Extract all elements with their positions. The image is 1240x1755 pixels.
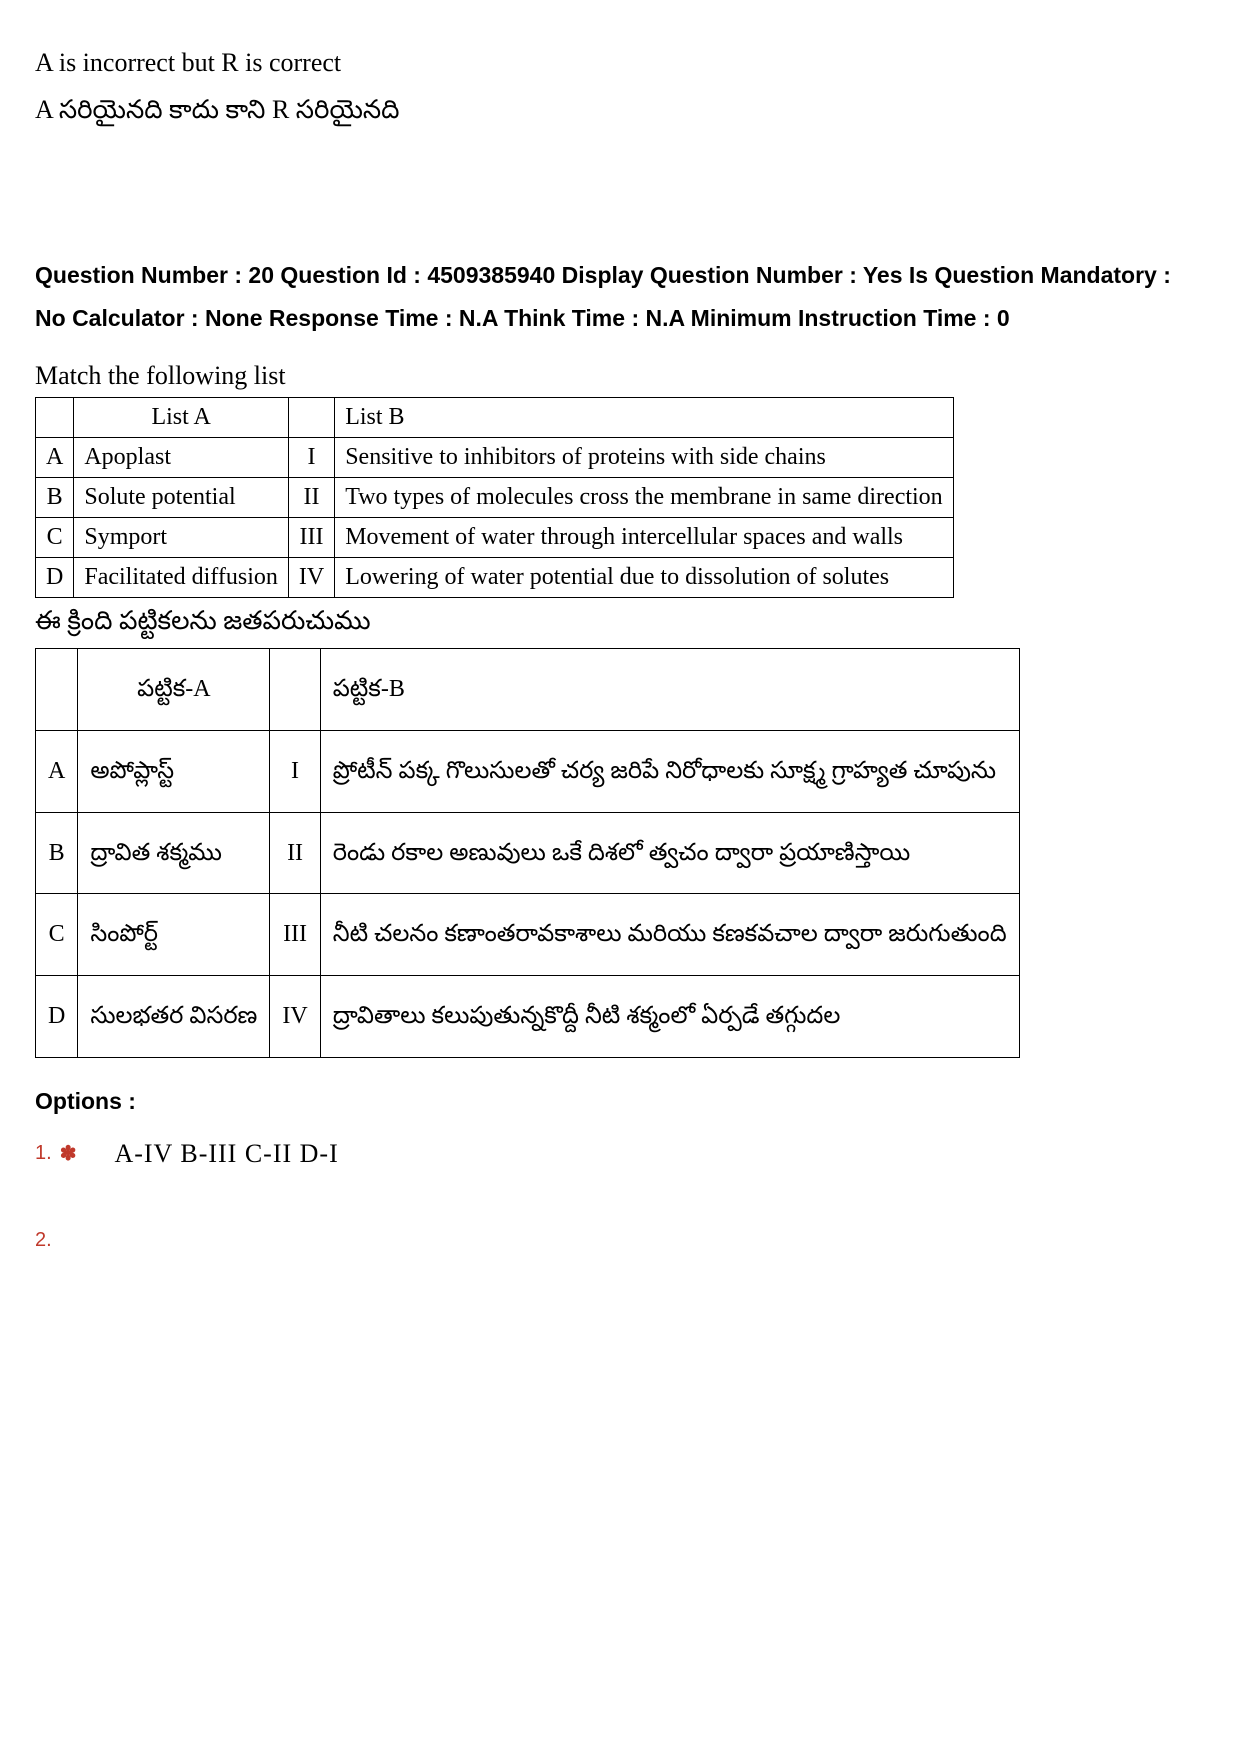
thinktime-label: Think Time : (504, 305, 639, 331)
calc-value: None (205, 305, 263, 331)
table-row: B Solute potential II Two types of molec… (36, 477, 954, 517)
header-list-a: List A (74, 397, 289, 437)
mandatory-label: Is Question Mandatory : (909, 262, 1171, 288)
option-text: A-IV B-III C-II D-I (84, 1139, 338, 1169)
mininstr-value: 0 (997, 305, 1010, 331)
qn-value: 20 (248, 262, 274, 288)
instruction-en: Match the following list (35, 361, 1205, 391)
table-row: D సులభతర విసరణ IV ద్రావితాలు కలుపుతున్నక… (36, 976, 1020, 1058)
table-row: B ద్రావిత శక్మము II రెండు రకాల అణువులు ఒ… (36, 812, 1020, 894)
previous-answer-block: A is incorrect but R is correct A సరియైన… (35, 40, 1205, 134)
option-item[interactable]: 2. (35, 1229, 1205, 1252)
calc-label: Calculator : (72, 305, 199, 331)
instruction-te: ఈ క్రింది పట్టికలను జతపరుచుము (35, 606, 1205, 642)
table-row: D Facilitated diffusion IV Lowering of w… (36, 557, 954, 597)
option-item[interactable]: 1. ✽ A-IV B-III C-II D-I (35, 1139, 1205, 1169)
resptime-label: Response Time : (269, 305, 453, 331)
mininstr-label: Minimum Instruction Time : (691, 305, 991, 331)
options-label: Options : (35, 1088, 1205, 1115)
wrong-mark-icon: ✽ (60, 1141, 77, 1166)
table-row: C సింపోర్ట్ III నీటి చలనం కణాంతరావకాశాలు… (36, 894, 1020, 976)
match-table-en: List A List B A Apoplast I Sensitive to … (35, 397, 954, 598)
header-list-b-te: పట్టిక-B (320, 648, 1019, 730)
qid-label: Question Id : (280, 262, 421, 288)
table-row: C Symport III Movement of water through … (36, 517, 954, 557)
table-row: పట్టిక-A పట్టిక-B (36, 648, 1020, 730)
option-number: 2. (35, 1229, 52, 1252)
answer-te: A సరియైనది కాదు కాని R సరియైనది (35, 87, 1205, 134)
header-list-b: List B (335, 397, 953, 437)
option-number: 1. (35, 1142, 52, 1165)
dispqn-label: Display Question Number : (562, 262, 857, 288)
table-row: A Apoplast I Sensitive to inhibitors of … (36, 437, 954, 477)
mandatory-value: No (35, 305, 66, 331)
header-list-a-te: పట్టిక-A (78, 648, 270, 730)
thinktime-value: N.A (646, 305, 685, 331)
qid-value: 4509385940 (427, 262, 555, 288)
dispqn-value: Yes (863, 262, 903, 288)
table-row: A అపోప్లాస్ట్ I ప్రోటీన్ పక్క గొలుసులతో … (36, 730, 1020, 812)
match-table-te: పట్టిక-A పట్టిక-B A అపోప్లాస్ట్ I ప్రోటీ… (35, 648, 1020, 1058)
qn-label: Question Number : (35, 262, 242, 288)
table-row: List A List B (36, 397, 954, 437)
resptime-value: N.A (459, 305, 498, 331)
question-meta: Question Number : 20 Question Id : 45093… (35, 254, 1205, 341)
answer-en: A is incorrect but R is correct (35, 40, 1205, 87)
